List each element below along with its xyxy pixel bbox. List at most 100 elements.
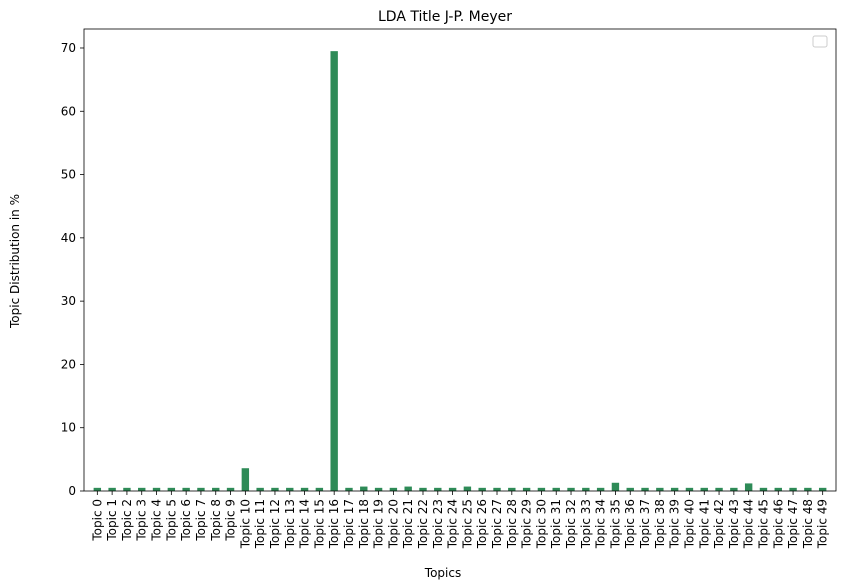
x-tick-label: Topic 33 [579, 499, 593, 549]
x-tick-label: Topic 40 [682, 499, 696, 549]
x-tick-label: Topic 9 [224, 499, 238, 542]
bar-topic-40 [685, 487, 694, 491]
x-tick-label: Topic 26 [475, 499, 489, 549]
bar-topic-36 [626, 487, 634, 491]
x-tick-label: Topic 37 [638, 499, 652, 549]
x-tick-label: Topic 30 [534, 499, 548, 549]
y-tick-label: 50 [61, 168, 76, 182]
x-tick-label: Topic 42 [712, 499, 726, 549]
bar-topic-24 [448, 487, 457, 491]
bar-topic-47 [789, 487, 797, 491]
x-tick-label: Topic 12 [268, 499, 282, 549]
bar-topic-23 [434, 487, 442, 491]
x-tick-label: Topic 27 [490, 499, 504, 549]
y-tick-label: 60 [61, 104, 76, 118]
y-tick-label: 40 [61, 231, 76, 245]
bar-topic-1 [108, 487, 116, 491]
chart-title: LDA Title J-P. Meyer [378, 9, 512, 25]
bar-topic-7 [197, 487, 205, 491]
x-tick-label: Topic 49 [816, 499, 830, 549]
bar-topic-22 [419, 487, 427, 491]
x-tick-label: Topic 13 [283, 499, 297, 549]
x-tick-label: Topic 7 [194, 499, 208, 542]
bar-topic-14 [300, 487, 309, 491]
bar-topic-15 [315, 487, 324, 491]
x-tick-label: Topic 34 [594, 499, 608, 549]
x-tick-label: Topic 14 [298, 499, 312, 549]
x-tick-label: Topic 0 [90, 499, 104, 542]
bar-topic-9 [226, 487, 235, 491]
bar-topic-43 [730, 487, 738, 491]
x-tick-label: Topic 24 [446, 499, 460, 549]
y-tick-label: 20 [61, 357, 76, 371]
bar-topic-26 [478, 487, 486, 491]
x-tick-label: Topic 3 [135, 499, 149, 542]
bar-topic-45 [759, 487, 768, 491]
bar-topic-48 [804, 487, 812, 491]
x-tick-label: Topic 6 [179, 499, 193, 542]
bar-topic-44 [744, 483, 753, 491]
bar-topic-21 [404, 486, 412, 491]
x-tick-label: Topic 8 [209, 499, 223, 542]
bar-topic-35 [611, 482, 620, 491]
x-tick-label: Topic 18 [357, 499, 371, 549]
x-tick-label: Topic 47 [786, 499, 800, 549]
bar-topic-29 [522, 487, 531, 491]
x-tick-label: Topic 2 [120, 499, 134, 542]
x-tick-label: Topic 46 [771, 499, 785, 549]
x-tick-label: Topic 28 [505, 499, 519, 549]
x-tick-label: Topic 44 [742, 499, 756, 549]
x-tick-label: Topic 16 [327, 499, 341, 549]
x-tick-label: Topic 17 [342, 499, 356, 549]
bar-topic-13 [286, 487, 294, 491]
bar-topic-11 [256, 487, 264, 491]
x-tick-label: Topic 45 [756, 499, 770, 549]
x-tick-label: Topic 10 [238, 499, 252, 549]
x-tick-label: Topic 5 [164, 499, 178, 542]
bar-topic-39 [670, 487, 679, 491]
bar-topic-19 [374, 487, 383, 491]
x-tick-label: Topic 15 [312, 499, 326, 549]
x-tick-label: Topic 21 [401, 499, 415, 549]
plot-frame [83, 28, 837, 492]
bar-topic-30 [537, 487, 546, 491]
x-tick-label: Topic 36 [623, 499, 637, 549]
x-tick-label: Topic 1 [105, 499, 119, 542]
y-tick-label: 10 [61, 421, 76, 435]
x-tick-label: Topic 32 [564, 499, 578, 549]
bar-topic-17 [345, 487, 353, 491]
x-tick-label: Topic 20 [386, 499, 400, 549]
x-axis-label: Topics [424, 566, 461, 580]
y-axis-label: Topic Distribution in % [8, 194, 22, 329]
bar-topic-33 [582, 487, 590, 491]
x-tick-label: Topic 35 [608, 499, 622, 549]
bar-topic-37 [641, 487, 649, 491]
x-tick-label: Topic 43 [727, 499, 741, 549]
x-tick-label: Topic 25 [460, 499, 474, 549]
x-tick-label: Topic 19 [372, 499, 386, 549]
bar-topic-6 [182, 487, 190, 491]
bar-topic-25 [463, 486, 472, 491]
x-tick-label: Topic 48 [801, 499, 815, 549]
bar-topic-41 [700, 487, 708, 491]
bar-topic-18 [360, 486, 368, 491]
x-tick-label: Topic 22 [416, 499, 430, 549]
bar-topic-49 [818, 487, 827, 491]
bar-topic-3 [138, 487, 146, 491]
y-tick-label: 0 [68, 484, 76, 498]
bar-topic-27 [493, 487, 501, 491]
bar-topic-16 [330, 51, 338, 492]
x-tick-label: Topic 11 [253, 499, 267, 549]
x-tick-label: Topic 38 [653, 499, 667, 549]
bar-topic-34 [596, 487, 605, 491]
legend [812, 35, 828, 48]
bar-topic-32 [567, 487, 575, 491]
bar-topic-0 [93, 487, 102, 491]
bar-topic-10 [241, 468, 250, 491]
bar-topic-12 [271, 487, 279, 491]
bar-topic-46 [774, 487, 782, 491]
x-tick-label: Topic 31 [549, 499, 563, 549]
bar-topic-2 [123, 487, 131, 491]
bar-topic-5 [167, 487, 176, 491]
